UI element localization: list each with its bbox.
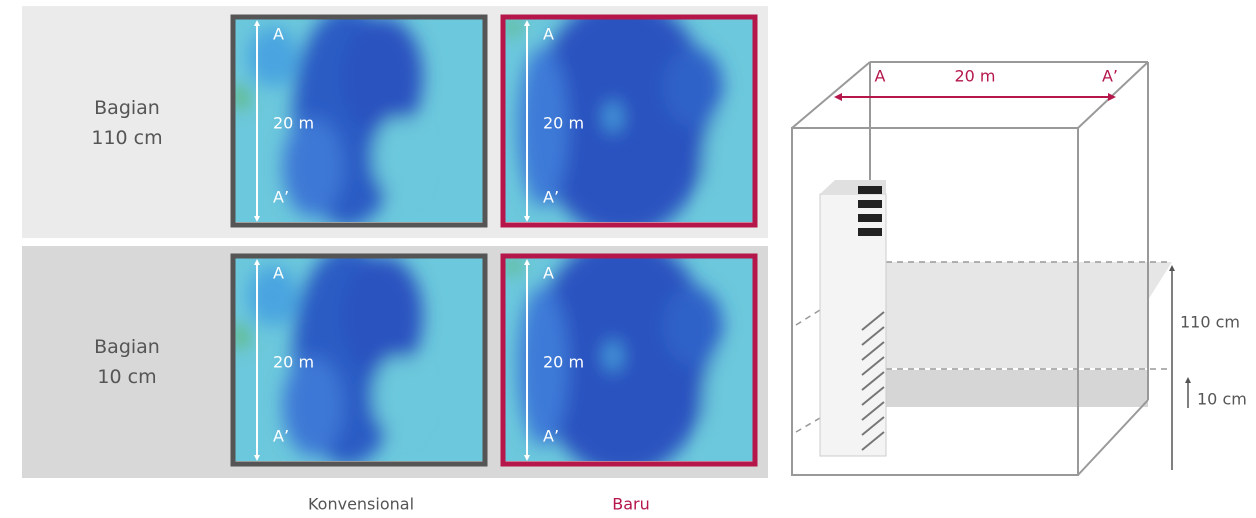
column-label: Konvensional bbox=[308, 495, 414, 514]
height-label: 10 cm bbox=[1197, 390, 1247, 409]
axis-label: A bbox=[273, 264, 284, 283]
room-label: 20 m bbox=[954, 67, 995, 86]
column-label: Baru bbox=[612, 495, 650, 514]
axis-label: A’ bbox=[273, 427, 289, 446]
heatmap: A 20 m A’ bbox=[230, 253, 488, 467]
heatmap: A 20 m A’ bbox=[500, 253, 758, 467]
room-label: A bbox=[875, 67, 886, 86]
axis-label: A bbox=[543, 264, 554, 283]
room-label: A’ bbox=[1102, 67, 1118, 86]
room bbox=[791, 61, 1191, 476]
axis-label: A’ bbox=[543, 427, 559, 446]
axis-label: A’ bbox=[543, 188, 559, 207]
row-label: Bagian 10 cm bbox=[94, 336, 160, 388]
distance-label: 20 m bbox=[273, 114, 314, 133]
distance-label: 20 m bbox=[543, 353, 584, 372]
heatmap: A 20 m A’ bbox=[500, 14, 758, 228]
row-label: Bagian 110 cm bbox=[91, 97, 162, 149]
distance-label: 20 m bbox=[273, 353, 314, 372]
height-label: 110 cm bbox=[1180, 313, 1240, 332]
heatmap: A 20 m A’ bbox=[230, 14, 488, 228]
axis-label: A bbox=[543, 25, 554, 44]
axis-label: A’ bbox=[273, 188, 289, 207]
comparison: Bagian 110 cm A 20 m A’ A 20 m A’ Bagian 10 cm A 20… bbox=[91, 14, 758, 467]
axis-label: A bbox=[273, 25, 284, 44]
distance-label: 20 m bbox=[543, 114, 584, 133]
